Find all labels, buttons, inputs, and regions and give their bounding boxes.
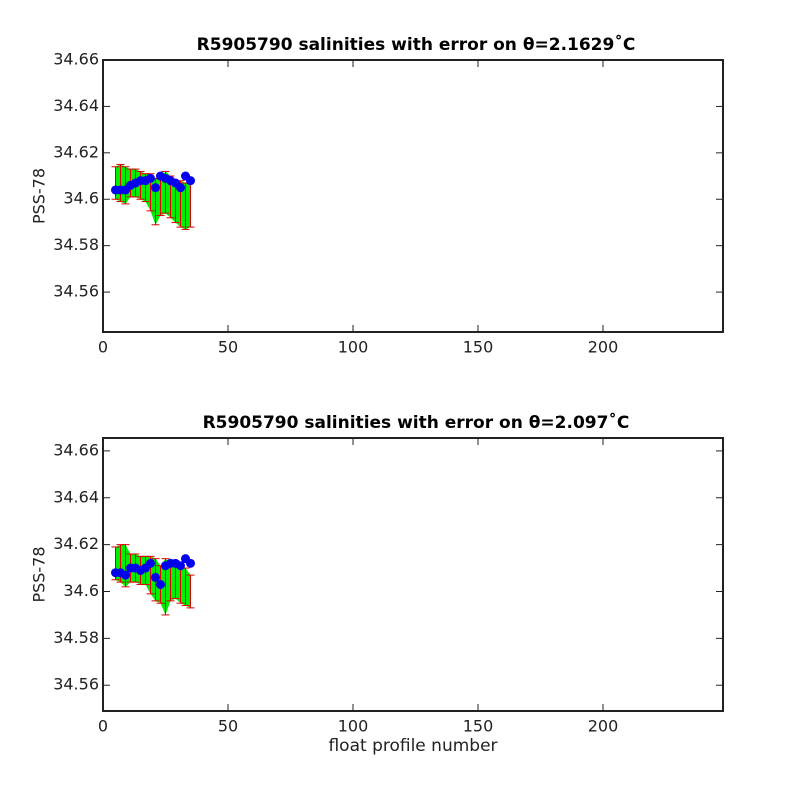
x-axis-label: float profile number	[328, 736, 497, 756]
y-axis-label: PSS-78	[30, 546, 49, 602]
salinity-point	[186, 558, 195, 568]
y-tick-label: 34.56	[53, 282, 99, 301]
salinity-point	[146, 173, 155, 183]
x-tick-label: 0	[98, 338, 108, 357]
plot-area	[103, 438, 723, 711]
axes-box	[102, 59, 724, 333]
x-tick-label: 50	[218, 717, 238, 736]
salinity-point	[151, 183, 160, 193]
error-bar	[136, 170, 145, 200]
y-tick-label: 34.6	[63, 189, 99, 208]
y-tick-label: 34.56	[53, 675, 99, 694]
y-axis-label: PSS-78	[30, 168, 49, 224]
y-tick-label: 34.64	[53, 96, 99, 115]
salinity-point	[156, 579, 165, 589]
error-bar	[116, 163, 125, 203]
salinity-point	[176, 561, 185, 571]
y-tick-label: 34.66	[53, 440, 99, 459]
x-tick-label: 200	[588, 717, 619, 736]
subplot: 34.56 34.58 34.6 34.62 34.64 34.66 0 50 100 150 20…	[30, 411, 724, 756]
y-tick-label: 34.58	[53, 235, 99, 254]
chart-title: R5905790 salinities with error on θ=2.16…	[197, 33, 636, 55]
x-tick-label: 100	[338, 717, 369, 736]
x-tick-label: 200	[588, 338, 619, 357]
x-tick-label: 150	[463, 717, 494, 736]
y-tick-label: 34.66	[53, 50, 99, 69]
subplot: 34.56 34.58 34.6 34.62 34.64 34.66 0 50 100 150 20…	[30, 33, 724, 357]
chart-title: R5905790 salinities with error on θ=2.09…	[203, 411, 630, 433]
salinity-point	[121, 570, 130, 580]
y-tick-label: 34.6	[63, 581, 99, 600]
salinity-point	[151, 572, 160, 582]
axes-box	[102, 437, 724, 712]
x-tick-label: 100	[338, 338, 369, 357]
y-tick-label: 34.62	[53, 534, 99, 553]
data-layer	[111, 163, 195, 230]
salinity-point	[176, 183, 185, 193]
x-tick-label: 50	[218, 338, 238, 357]
error-bar	[121, 544, 130, 588]
salinity-point	[186, 176, 195, 186]
x-tick-label: 150	[463, 338, 494, 357]
salinity-point	[146, 558, 155, 568]
error-bar	[186, 574, 195, 609]
y-tick-label: 34.62	[53, 142, 99, 161]
y-tick-label: 34.64	[53, 487, 99, 506]
data-layer	[111, 544, 195, 616]
error-bar	[121, 166, 130, 205]
plot-area	[103, 60, 723, 332]
y-tick-label: 34.58	[53, 628, 99, 647]
x-tick-label: 0	[98, 717, 108, 736]
